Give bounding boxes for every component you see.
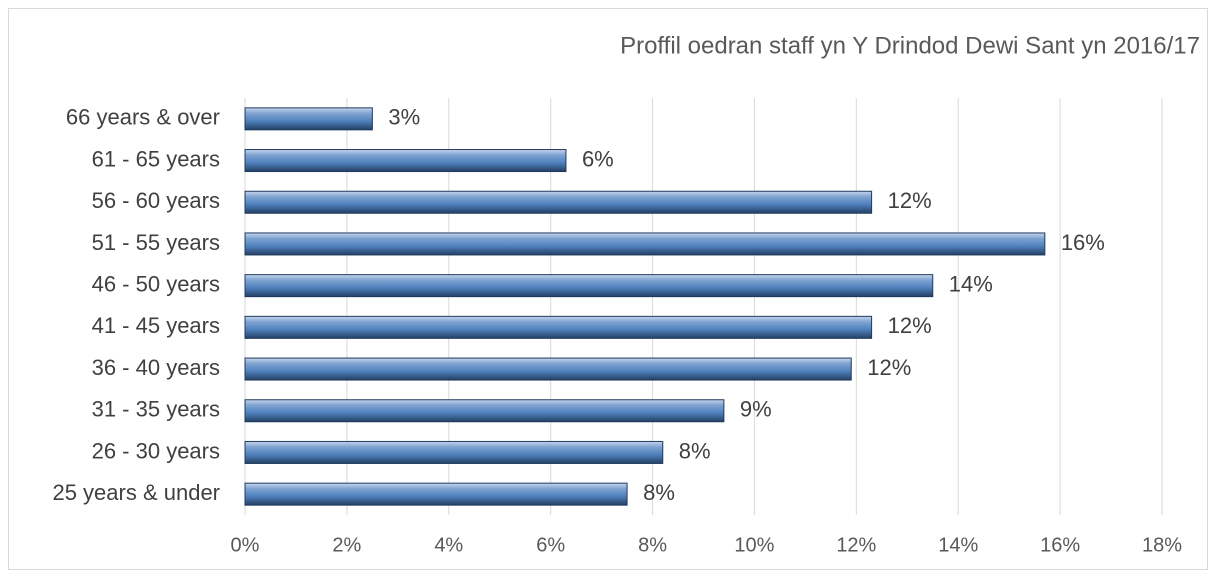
y-tick-label: 61 - 65 years xyxy=(92,146,220,171)
data-label: 6% xyxy=(582,146,614,171)
y-tick-label: 31 - 35 years xyxy=(92,397,220,422)
bar xyxy=(244,357,852,381)
data-label: 12% xyxy=(888,313,932,338)
data-label: 3% xyxy=(388,105,420,130)
x-tick-label: 8% xyxy=(638,534,667,556)
x-tick-label: 2% xyxy=(332,534,361,556)
bar xyxy=(244,482,628,506)
data-label: 16% xyxy=(1061,230,1105,255)
x-tick-label: 6% xyxy=(536,534,565,556)
y-tick-label: 46 - 50 years xyxy=(92,271,220,296)
x-tick-label: 18% xyxy=(1142,534,1182,556)
y-tick-label: 26 - 30 years xyxy=(92,438,220,463)
x-tick-label: 4% xyxy=(434,534,463,556)
data-label: 12% xyxy=(867,355,911,380)
y-tick-label: 41 - 45 years xyxy=(92,313,220,338)
bar xyxy=(244,440,664,464)
bar xyxy=(244,274,934,298)
bar xyxy=(244,315,873,339)
data-label: 12% xyxy=(888,188,932,213)
bar xyxy=(244,190,873,214)
chart-title: Proffil oedran staff yn Y Drindod Dewi S… xyxy=(620,32,1200,59)
y-tick-label: 25 years & under xyxy=(52,480,220,505)
data-label: 8% xyxy=(643,480,675,505)
x-tick-label: 10% xyxy=(734,534,774,556)
y-tick-label: 66 years & over xyxy=(66,105,220,130)
bar xyxy=(244,399,725,423)
y-tick-label: 36 - 40 years xyxy=(92,355,220,380)
bar xyxy=(244,232,1046,256)
y-tick-label: 56 - 60 years xyxy=(92,188,220,213)
x-tick-label: 16% xyxy=(1040,534,1080,556)
data-label: 14% xyxy=(949,271,993,296)
x-tick-label: 14% xyxy=(938,534,978,556)
data-label: 9% xyxy=(740,397,772,422)
bar xyxy=(244,149,567,173)
y-tick-label: 51 - 55 years xyxy=(92,230,220,255)
bar xyxy=(244,107,373,131)
data-label: 8% xyxy=(679,438,711,463)
x-tick-label: 12% xyxy=(836,534,876,556)
x-tick-label: 0% xyxy=(231,534,260,556)
